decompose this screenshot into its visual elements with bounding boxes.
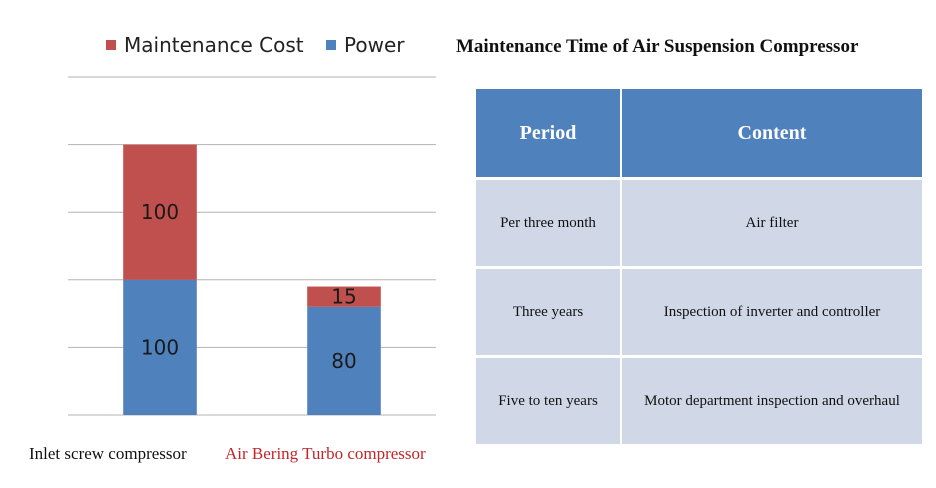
content-cell: Motor department inspection and overhaul xyxy=(621,356,922,447)
bars xyxy=(123,144,381,415)
period-cell: Three years xyxy=(476,267,622,358)
legend-label: Power xyxy=(344,33,405,57)
legend-swatch xyxy=(106,40,116,50)
maintenance-table: Period Content Per three month Air filte… xyxy=(476,89,922,447)
data-labels: 100 100 80 15 xyxy=(141,200,357,373)
bar-maintenance-cost xyxy=(307,286,381,307)
table-title: Maintenance Time of Air Suspension Compr… xyxy=(456,36,859,57)
category-label-air-bering-turbo: Air Bering Turbo compressor xyxy=(225,444,426,463)
period-cell: Per three month xyxy=(476,178,622,269)
legend-swatch xyxy=(326,40,336,50)
table-header-row: Period Content xyxy=(476,89,922,180)
bar-power xyxy=(307,306,381,415)
header-content: Content xyxy=(621,89,922,180)
content-cell: Air filter xyxy=(621,178,922,269)
category-label-inlet-screw: Inlet screw compressor xyxy=(29,444,187,463)
legend-label: Maintenance Cost xyxy=(124,33,304,57)
stacked-bar-chart: 100 100 80 15 Maintenance Cost Power xyxy=(68,33,436,416)
data-label: 100 xyxy=(141,335,179,359)
legend: Maintenance Cost Power xyxy=(106,33,405,57)
header-period: Period xyxy=(476,89,622,180)
data-label: 15 xyxy=(331,285,356,309)
content-cell: Inspection of inverter and controller xyxy=(621,267,922,358)
period-cell: Five to ten years xyxy=(476,356,622,447)
data-label: 100 xyxy=(141,200,179,224)
table-row: Three years Inspection of inverter and c… xyxy=(476,267,922,358)
table-row: Five to ten years Motor department inspe… xyxy=(476,356,922,447)
bar-maintenance-cost xyxy=(123,144,197,280)
bar-power xyxy=(123,279,197,415)
table-row: Per three month Air filter xyxy=(476,178,922,269)
data-label: 80 xyxy=(331,349,356,373)
